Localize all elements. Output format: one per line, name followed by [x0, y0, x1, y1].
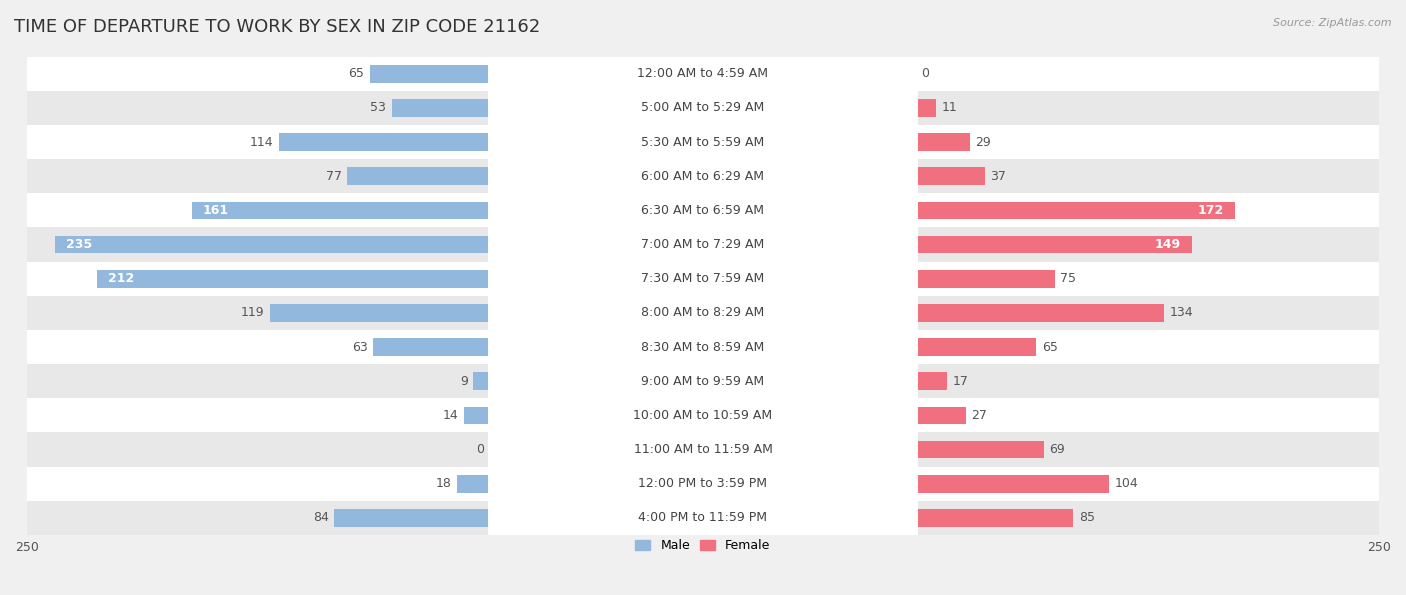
Text: 9: 9 — [460, 375, 468, 388]
FancyBboxPatch shape — [488, 304, 918, 527]
Text: 172: 172 — [1198, 204, 1223, 217]
FancyBboxPatch shape — [488, 338, 918, 561]
Text: 12:00 AM to 4:59 AM: 12:00 AM to 4:59 AM — [637, 67, 769, 80]
Text: 0: 0 — [921, 67, 929, 80]
Bar — [27, 296, 1379, 330]
Text: 6:00 AM to 6:29 AM: 6:00 AM to 6:29 AM — [641, 170, 765, 183]
Bar — [915, 304, 1164, 322]
Text: 29: 29 — [976, 136, 991, 149]
Bar — [270, 304, 491, 322]
Bar — [335, 509, 491, 527]
Text: 0: 0 — [477, 443, 485, 456]
Bar — [915, 406, 966, 424]
Text: 134: 134 — [1170, 306, 1194, 320]
Bar — [457, 475, 491, 493]
FancyBboxPatch shape — [488, 65, 918, 287]
Text: 75: 75 — [1060, 273, 1077, 285]
FancyBboxPatch shape — [488, 133, 918, 356]
Text: 37: 37 — [990, 170, 1005, 183]
Bar — [915, 509, 1073, 527]
Bar — [27, 466, 1379, 501]
Text: 8:30 AM to 8:59 AM: 8:30 AM to 8:59 AM — [641, 340, 765, 353]
Bar — [27, 501, 1379, 535]
Text: 7:30 AM to 7:59 AM: 7:30 AM to 7:59 AM — [641, 273, 765, 285]
Bar — [191, 202, 491, 220]
Text: 85: 85 — [1078, 511, 1095, 524]
Text: 9:00 AM to 9:59 AM: 9:00 AM to 9:59 AM — [641, 375, 765, 388]
Legend: Male, Female: Male, Female — [630, 534, 776, 558]
Text: Source: ZipAtlas.com: Source: ZipAtlas.com — [1274, 18, 1392, 28]
Text: 4:00 PM to 11:59 PM: 4:00 PM to 11:59 PM — [638, 511, 768, 524]
FancyBboxPatch shape — [488, 372, 918, 595]
Text: 5:00 AM to 5:29 AM: 5:00 AM to 5:29 AM — [641, 101, 765, 114]
Bar — [27, 227, 1379, 262]
Text: 18: 18 — [436, 477, 451, 490]
Text: 235: 235 — [66, 238, 91, 251]
Bar — [27, 57, 1379, 91]
Bar — [915, 441, 1043, 458]
Text: 119: 119 — [240, 306, 264, 320]
Text: 10:00 AM to 10:59 AM: 10:00 AM to 10:59 AM — [634, 409, 772, 422]
Bar — [27, 159, 1379, 193]
Bar — [27, 433, 1379, 466]
Bar — [915, 202, 1234, 220]
FancyBboxPatch shape — [488, 99, 918, 322]
Text: 6:30 AM to 6:59 AM: 6:30 AM to 6:59 AM — [641, 204, 765, 217]
Text: 63: 63 — [352, 340, 368, 353]
Bar — [464, 406, 491, 424]
Text: 11:00 AM to 11:59 AM: 11:00 AM to 11:59 AM — [634, 443, 772, 456]
Text: 114: 114 — [250, 136, 273, 149]
FancyBboxPatch shape — [488, 270, 918, 493]
Bar — [27, 125, 1379, 159]
Text: 65: 65 — [1042, 340, 1057, 353]
Text: 17: 17 — [953, 375, 969, 388]
Bar — [27, 364, 1379, 398]
Bar — [55, 236, 491, 253]
Bar — [915, 167, 984, 185]
FancyBboxPatch shape — [488, 0, 918, 220]
Bar — [915, 236, 1192, 253]
Text: 8:00 AM to 8:29 AM: 8:00 AM to 8:29 AM — [641, 306, 765, 320]
Text: 161: 161 — [202, 204, 229, 217]
Text: 104: 104 — [1114, 477, 1137, 490]
FancyBboxPatch shape — [488, 167, 918, 390]
Bar — [370, 65, 491, 83]
Text: 53: 53 — [370, 101, 387, 114]
Text: 149: 149 — [1154, 238, 1181, 251]
Bar — [27, 398, 1379, 433]
Bar — [915, 338, 1036, 356]
FancyBboxPatch shape — [488, 31, 918, 253]
Bar — [27, 193, 1379, 227]
Bar — [392, 99, 491, 117]
Text: 77: 77 — [326, 170, 342, 183]
Text: 69: 69 — [1049, 443, 1066, 456]
Text: TIME OF DEPARTURE TO WORK BY SEX IN ZIP CODE 21162: TIME OF DEPARTURE TO WORK BY SEX IN ZIP … — [14, 18, 540, 36]
Bar — [27, 262, 1379, 296]
Bar — [27, 330, 1379, 364]
Text: 84: 84 — [314, 511, 329, 524]
Text: 65: 65 — [349, 67, 364, 80]
Text: 7:00 AM to 7:29 AM: 7:00 AM to 7:29 AM — [641, 238, 765, 251]
Bar — [915, 133, 970, 151]
Bar — [915, 475, 1109, 493]
Text: 11: 11 — [942, 101, 957, 114]
Text: 14: 14 — [443, 409, 458, 422]
FancyBboxPatch shape — [488, 406, 918, 595]
FancyBboxPatch shape — [488, 236, 918, 458]
Text: 5:30 AM to 5:59 AM: 5:30 AM to 5:59 AM — [641, 136, 765, 149]
Bar — [915, 372, 948, 390]
Bar — [474, 372, 491, 390]
Bar — [915, 99, 936, 117]
Text: 212: 212 — [108, 273, 135, 285]
FancyBboxPatch shape — [488, 0, 918, 185]
Bar — [27, 91, 1379, 125]
Bar — [915, 270, 1054, 287]
Bar — [347, 167, 491, 185]
Bar — [278, 133, 491, 151]
Bar — [97, 270, 491, 287]
FancyBboxPatch shape — [488, 202, 918, 424]
Text: 27: 27 — [972, 409, 987, 422]
Text: 12:00 PM to 3:59 PM: 12:00 PM to 3:59 PM — [638, 477, 768, 490]
Bar — [374, 338, 491, 356]
